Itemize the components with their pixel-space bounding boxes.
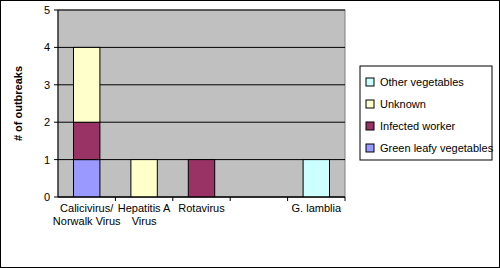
tick-mark (54, 159, 58, 160)
grid-line (58, 197, 345, 198)
tick-label: 0 (44, 191, 50, 203)
legend-swatch (366, 78, 374, 86)
bar-segment (188, 160, 214, 197)
bar-segment (188, 159, 214, 160)
chart: 0 1 2 3 4 5 Calicivirus/Norwalk VirusHepatitis… (0, 0, 500, 268)
tick-label: 4 (44, 41, 50, 53)
plot-area (58, 10, 345, 197)
tick-mark (54, 47, 58, 48)
category-label: Calicivirus/Norwalk Virus (53, 202, 121, 227)
bar-segment (73, 47, 99, 122)
grid-line (58, 84, 345, 85)
legend-label: Green leafy vegetables (380, 142, 494, 154)
legend-label: Infected worker (380, 120, 456, 132)
grid-line (58, 47, 345, 48)
tick-label: 2 (44, 116, 50, 128)
tick-label: 1 (44, 154, 50, 166)
grid-line (58, 10, 345, 11)
bar-segment (73, 122, 99, 159)
legend-label: Unknown (380, 98, 426, 110)
bars (73, 47, 329, 197)
category-label: Rotavirus (178, 202, 225, 214)
grid-line (58, 122, 345, 123)
legend-swatch (366, 100, 374, 108)
category-label: Hepatitis AVirus (118, 202, 171, 227)
tick-label: 5 (44, 4, 50, 16)
chart-frame (1, 1, 500, 268)
tick-mark (345, 197, 346, 201)
bar-segment (303, 160, 329, 197)
tick-mark (54, 10, 58, 11)
x-axis (58, 197, 345, 198)
tick-mark (230, 197, 231, 201)
axis-title: # of outbreaks (12, 66, 24, 141)
tick-mark (54, 197, 58, 198)
legend-label: Other vegetables (380, 76, 464, 88)
bar-segment (188, 159, 214, 160)
legend-swatch (366, 144, 374, 152)
y-axis (58, 10, 59, 197)
category-label: G. lamblia (292, 202, 342, 214)
bar-segment (73, 47, 99, 48)
bar-segment (131, 159, 157, 160)
tick-mark (54, 122, 58, 123)
tick-mark (54, 84, 58, 85)
tick-mark (115, 197, 116, 201)
tick-mark (172, 197, 173, 201)
tick-label: 3 (44, 79, 50, 91)
bar-segment (131, 160, 157, 197)
legend-swatch (366, 122, 374, 130)
tick-mark (287, 197, 288, 201)
bar-segment (73, 160, 99, 197)
